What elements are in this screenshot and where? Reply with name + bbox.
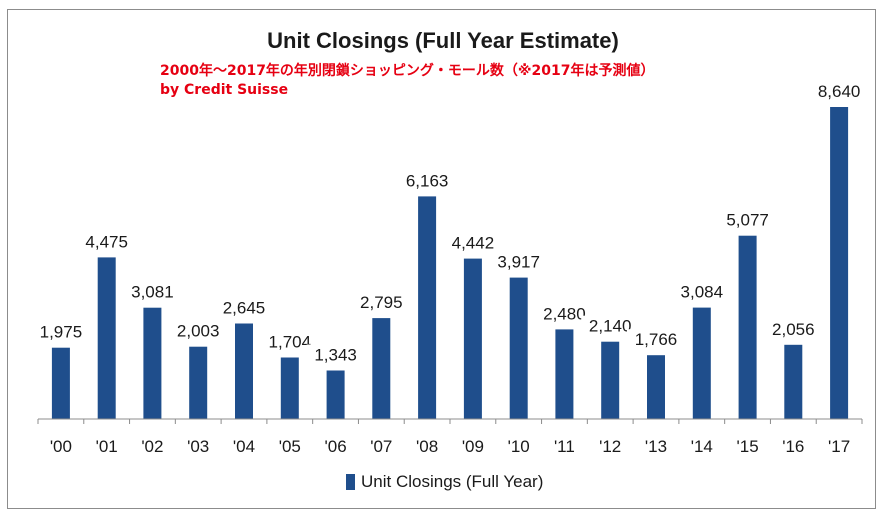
- value-label-bg-5: [260, 331, 319, 353]
- x-tick-label-10: '10: [508, 437, 530, 456]
- bar-14: [692, 307, 711, 419]
- bar-4: [235, 323, 253, 419]
- value-label-bg-0: [31, 321, 90, 343]
- value-label-3: 2,003: [177, 322, 220, 341]
- chart-title: Unit Closings (Full Year Estimate): [267, 28, 619, 53]
- bar-3: [189, 346, 208, 419]
- bar-10: [509, 277, 528, 419]
- x-tick-label-6: '06: [325, 437, 347, 456]
- annotation-line-jp: 2000年〜2017年の年別閉鎖ショッピング・モール数（※2017年は予測値）: [160, 63, 655, 79]
- x-tick-label-16: '16: [782, 437, 804, 456]
- bar-9: [463, 258, 482, 419]
- value-label-13: 1,766: [635, 330, 678, 349]
- bar-11: [555, 329, 574, 419]
- x-tick-label-0: '00: [50, 437, 72, 456]
- bar-13: [647, 355, 665, 419]
- x-tick-label-8: '08: [416, 437, 438, 456]
- value-label-6: 1,343: [314, 346, 357, 365]
- bar-6: [326, 370, 345, 419]
- bar-5: [280, 357, 299, 419]
- value-label-17: 8,640: [818, 82, 861, 101]
- legend: Unit Closings (Full Year): [346, 472, 543, 492]
- value-label-bg-13: [627, 329, 685, 351]
- value-label-bg-10: [489, 251, 548, 273]
- bar-8: [418, 196, 437, 419]
- bar-1: [97, 257, 116, 419]
- value-label-1: 4,475: [85, 232, 128, 251]
- x-tick-label-11: '11: [554, 437, 575, 456]
- x-tick-label-15: '15: [737, 437, 759, 456]
- x-tick-label-4: '04: [233, 437, 255, 456]
- chart-annotation: 2000年〜2017年の年別閉鎖ショッピング・モール数（※2017年は予測値） …: [160, 62, 655, 100]
- legend-swatch: [346, 474, 355, 490]
- value-label-bg-15: [718, 209, 777, 231]
- value-label-7: 2,795: [360, 293, 403, 312]
- bar-0: [51, 347, 70, 419]
- value-label-8: 6,163: [406, 171, 449, 190]
- annotation-line-source: by Credit Suisse: [160, 82, 289, 98]
- value-label-bg-7: [352, 292, 411, 314]
- bar-2: [143, 307, 162, 419]
- value-label-bg-9: [443, 232, 502, 254]
- x-tick-label-3: '03: [187, 437, 209, 456]
- bar-12: [601, 341, 620, 419]
- x-tick-label-12: '12: [599, 437, 621, 456]
- legend-label: Unit Closings (Full Year): [361, 472, 544, 491]
- x-tick-label-5: '05: [279, 437, 301, 456]
- value-label-bg-3: [169, 320, 228, 342]
- value-label-0: 1,975: [40, 323, 83, 342]
- chart-frame: [7, 9, 876, 509]
- value-label-10: 3,917: [497, 253, 540, 272]
- value-label-5: 1,704: [269, 333, 312, 352]
- value-label-bg-2: [123, 281, 182, 303]
- value-label-bg-6: [306, 344, 365, 366]
- value-label-bg-17: [810, 81, 869, 102]
- value-label-bg-12: [581, 315, 640, 337]
- x-tick-label-17: '17: [828, 437, 850, 456]
- value-label-12: 2,140: [589, 317, 632, 336]
- value-label-15: 5,077: [726, 211, 769, 230]
- value-label-bg-8: [398, 170, 457, 192]
- x-tick-labels-layer: '00 '01 '02 '03 '04 '05 '06 '07 '08 '09 '10 '11 '12 '…: [50, 437, 850, 456]
- value-label-16: 2,056: [772, 320, 815, 339]
- x-tick-label-1: '01: [96, 437, 118, 456]
- bar-15: [738, 235, 757, 419]
- x-tick-label-9: '09: [462, 437, 484, 456]
- value-label-2: 3,081: [131, 283, 174, 302]
- value-label-4: 2,645: [223, 299, 266, 318]
- x-tick-label-13: '13: [645, 437, 667, 456]
- x-tick-label-7: '07: [370, 437, 392, 456]
- bars-layer: [51, 107, 849, 419]
- bar-7: [372, 318, 391, 419]
- x-tick-label-2: '02: [141, 437, 163, 456]
- value-label-bg-14: [672, 281, 731, 303]
- value-label-9: 4,442: [452, 234, 495, 253]
- value-label-bg-11: [535, 303, 594, 325]
- value-label-11: 2,480: [543, 304, 586, 323]
- bar-17: [830, 107, 849, 419]
- x-tick-label-14: '14: [691, 437, 713, 456]
- value-label-bg-16: [764, 318, 823, 340]
- value-label-bg-1: [77, 231, 136, 253]
- value-label-bg-4: [215, 297, 273, 319]
- value-label-14: 3,084: [681, 283, 724, 302]
- bar-16: [784, 344, 803, 419]
- x-ticks-layer: [37, 419, 863, 424]
